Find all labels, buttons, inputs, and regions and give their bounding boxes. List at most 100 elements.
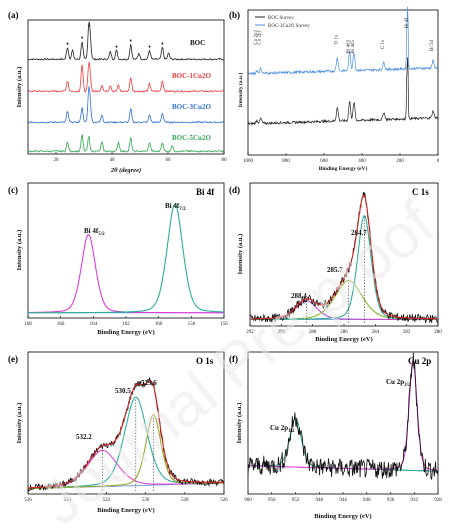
panel-e-ylabel: Intensity (a.u.) [16,403,23,444]
fit-component-0 [28,233,224,314]
panel-b-xticks: 1000 800 600 400 200 0 [243,153,440,164]
x-tick-label: 532 [103,498,111,503]
peak-284-7-label: 284.7 [351,229,367,237]
panel-f: (f) Cu 2p Intensity (a.u.) Binding Energ… [229,351,442,520]
x-tick-label: 528 [181,498,189,503]
panel-a-xticks: 20 40 60 80 [54,152,227,163]
panel-f-label: (f) [229,354,238,364]
peak-bi4f72-label: Bi 4f7/2 [165,202,186,212]
survey-series-0 [247,57,439,127]
xrd-series-2 [27,86,225,124]
panel-c-xlabel: Binding Energy (eV) [97,329,154,336]
survey-annotation: Cu 2p3 [254,30,259,45]
legend-boc-3cu2o: BOC-3Cu2O [172,103,211,111]
x-tick-label: 960 [244,498,252,503]
x-tick-label: 940 [363,498,371,503]
legend-boc-1cu2o: BOC-1Cu2O [172,72,211,80]
panel-c: (c) Bi 4f Intensity (a.u.) Binding Energ… [8,182,228,336]
diamond-marker: ♦ [87,24,90,29]
panel-a-xlabel: 2θ (degree) [110,167,141,174]
x-tick-label: 800 [282,159,290,164]
panel-b-curves [247,6,439,127]
survey-annotation: Bi 4d3 [347,40,352,54]
x-tick-label: 166 [57,322,65,327]
x-tick-label: 0 [437,159,440,164]
survey-annotation: Cu 2p1 [258,30,263,45]
x-tick-label: 948 [316,498,324,503]
panel-a-ylabel: Intensity (a.u.) [16,67,23,108]
panel-e-xticks: 536 534 532 530 528 526 [24,492,228,503]
diamond-marker: ♦ [115,45,118,50]
x-tick-label: 932 [411,498,419,503]
x-tick-label: 536 [24,498,32,503]
panel-d-curves [249,191,439,324]
panel-a: (a) Intensity (a.u.) 2θ (degree) 20 40 60 8… [8,10,227,174]
x-tick-label: 400 [358,159,366,164]
x-tick-label: 292 [246,330,254,335]
legend-boc-3cu2o-survey: BOC-3Cu2O Survey [268,24,310,29]
legend-boc: BOC [190,39,205,47]
panel-d-title: C 1s [412,187,429,197]
x-tick-label: 936 [387,498,395,503]
x-tick-label: 40 [110,158,116,163]
x-tick-label: 200 [396,159,404,164]
x-tick-label: 162 [122,322,130,327]
panel-c-curves [28,203,224,314]
x-tick-label: 20 [54,158,60,163]
x-tick-label: 526 [220,498,228,503]
panel-d-xticks: 292 290 288 286 284 282 280 [246,324,442,335]
diamond-marker: ♦ [161,42,164,47]
panel-d-label: (d) [229,185,240,195]
diamond-marker: ♦ [66,42,69,47]
survey-annotation: O 1s [334,35,339,44]
xrd-series-1 [27,61,225,93]
survey-annotation: Bi 4f [405,18,410,28]
x-tick-label: 164 [90,322,98,327]
panel-d: (d) C 1s Intensity (a.u.) Binding Energy… [229,182,442,343]
x-tick-label: 290 [278,330,286,335]
x-tick-label: 60 [166,158,172,163]
panel-c-ylabel: Intensity (a.u.) [16,230,23,271]
envelope-fit [27,380,224,489]
xrd-series-0 [27,21,225,61]
panel-e-frame [27,351,225,495]
envelope-fit [250,194,439,320]
x-tick-label: 600 [320,159,328,164]
panel-e-xlabel: Binding Energy (eV) [97,507,154,514]
panel-d-ylabel: Intensity (a.u.) [237,234,244,275]
x-tick-label: 284 [372,330,380,335]
diamond-marker: ♦ [129,39,132,44]
x-tick-label: 280 [434,330,442,335]
x-tick-label: 530 [142,498,150,503]
panel-a-label: (a) [8,10,19,20]
x-tick-label: 168 [24,322,32,327]
panel-e-title: O 1s [196,356,214,366]
peak-cu2p32-label: Cu 2p3/2 [386,378,411,388]
panel-b-label: (b) [229,10,240,20]
panel-c-title: Bi 4f [196,187,215,197]
peak-532-2-label: 532.2 [76,433,92,441]
panel-b-ylabel: Intensity (a.u.) [237,73,244,108]
diamond-marker: ♦ [148,45,151,50]
panel-e-curves [27,377,225,492]
x-tick-label: 952 [292,498,300,503]
panel-e: (e) O 1s Intensity (a.u.) Binding Energy… [8,351,228,514]
panel-f-curves [247,352,439,481]
peak-bi4f52-label: Bi 4f5/2 [84,227,105,237]
survey-series-1 [247,6,439,76]
panel-e-label: (e) [8,354,18,364]
fit-component-2 [28,414,224,490]
peak-530-5-label: 530.5 [115,387,131,395]
panel-a-frame [27,19,225,155]
legend-boc-5cu2o: BOC-5Cu2O [172,134,211,142]
panel-c-label: (c) [8,185,18,195]
fit-component-1 [248,360,438,471]
x-tick-label: 944 [339,498,347,503]
x-tick-label: 158 [188,322,196,327]
x-tick-label: 160 [155,322,163,327]
survey-annotation: Bi 5d [430,40,435,51]
raw-data [247,352,439,481]
panel-a-curves: ♦ ♦ ♦ ♦ ♦ ♦ ♦ [27,21,225,153]
x-tick-label: 288 [309,330,317,335]
